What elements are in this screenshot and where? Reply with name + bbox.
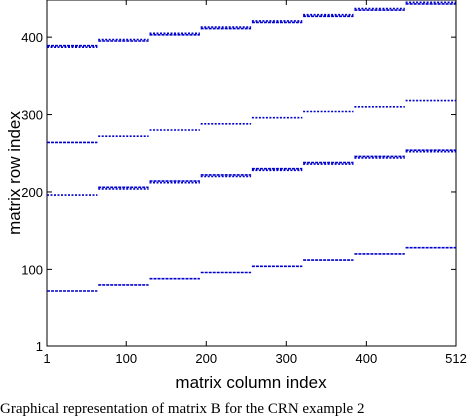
x-tick-label: 200: [195, 351, 217, 366]
x-tick-label: 512: [445, 351, 467, 366]
y-tick-label: 300: [21, 108, 43, 123]
x-tick-label: 300: [275, 351, 297, 366]
figure-caption: Graphical representation of matrix B for…: [0, 401, 365, 417]
y-tick-label: 1: [36, 339, 43, 354]
y-axis-label: matrix row index: [5, 111, 24, 235]
y-tick-label: 200: [21, 185, 43, 200]
x-axis-label: matrix column index: [175, 373, 327, 392]
y-tick-label: 400: [21, 30, 43, 45]
plot-frame: [46, 0, 457, 347]
data-marks: [47, 1, 456, 292]
x-axis-ticks: 1 100 200 300 400 512: [43, 0, 467, 366]
y-tick-label: 100: [21, 262, 43, 277]
x-tick-label: 1: [43, 351, 50, 366]
x-tick-label: 100: [115, 351, 137, 366]
x-tick-label: 400: [356, 351, 378, 366]
y-axis-ticks: 1 100 200 300 400: [21, 30, 456, 354]
